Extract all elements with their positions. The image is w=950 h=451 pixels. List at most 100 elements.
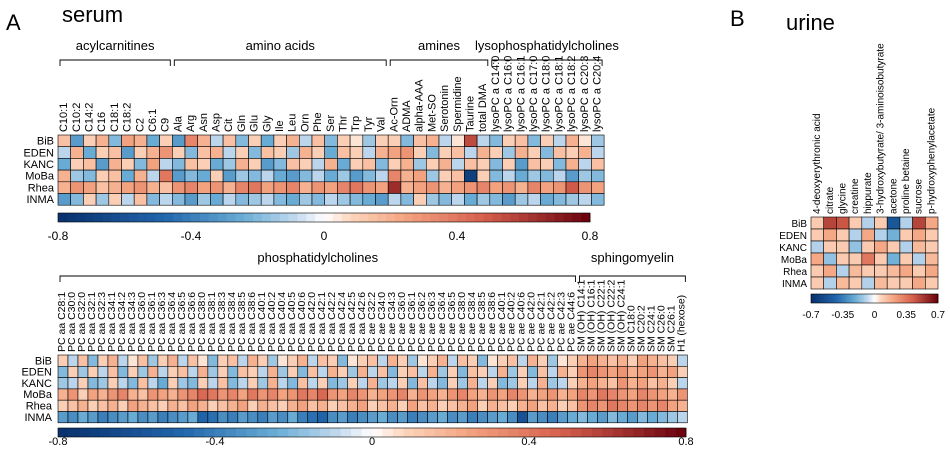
heatmap-cell [874, 252, 888, 266]
heatmap-cell [97, 399, 109, 412]
heatmap-cell [127, 399, 139, 412]
heatmap-cell [407, 365, 418, 378]
colorbar-segment [466, 428, 478, 437]
heatmap-cell [147, 354, 159, 367]
heatmap-cell [187, 354, 199, 367]
heatmap-cell [517, 365, 528, 378]
heatmap-cell [107, 411, 119, 424]
heatmap-cell [137, 354, 149, 367]
heatmap-cell [337, 146, 351, 159]
heatmap-cell [447, 354, 458, 367]
heatmap-cell [861, 240, 875, 254]
heatmap-cell [387, 411, 398, 424]
heatmap-cell [447, 399, 458, 412]
heatmap-cell [324, 181, 338, 194]
colorbar-segment [445, 428, 457, 437]
heatmap-cell [184, 169, 198, 183]
colorbar-segment [817, 294, 820, 303]
column-label: PC aa C36:5 [176, 292, 188, 352]
column-label: PC ae C34:3 [386, 292, 398, 352]
heatmap-cell [427, 399, 438, 412]
colorbar-frame [57, 427, 687, 438]
heatmap-cell [507, 388, 518, 401]
colorbar-segment [623, 428, 635, 437]
colorbar-segment [834, 294, 837, 303]
colorbar-segment [120, 213, 130, 222]
column-label: PC ae C36:0 [396, 292, 408, 352]
heatmap-cell [70, 181, 84, 194]
heatmap-cell [357, 411, 368, 424]
heatmap-cell [127, 354, 139, 367]
colorbar-segment [891, 294, 894, 303]
heatmap-cell [375, 146, 389, 159]
heatmap-cell [447, 388, 458, 401]
column-label: C16 [96, 112, 108, 132]
heatmap-cell [467, 399, 478, 412]
heatmap-cell [337, 388, 349, 401]
heatmap-cell [507, 399, 518, 412]
heatmap-cell [657, 388, 668, 401]
column-label: PC ae C42:2 [546, 292, 558, 352]
colorbar-segment [235, 213, 245, 222]
heatmap-cell [327, 377, 339, 390]
colorbar-segment [361, 428, 373, 437]
colorbar-segment [842, 294, 846, 303]
group-bracket-phosphatidylcholines [59, 275, 576, 282]
heatmap-cell [427, 377, 438, 390]
heatmap-cell [337, 411, 349, 424]
heatmap-cell [277, 388, 289, 401]
colorbar-segment [675, 428, 687, 437]
column-label: glycine [838, 182, 849, 214]
heatmap-cell [121, 193, 135, 206]
heatmap-cell [387, 388, 398, 401]
heatmap-cell [210, 193, 224, 206]
heatmap-cell [210, 146, 224, 159]
colorbar-segment [885, 294, 888, 303]
heatmap-cell [400, 158, 414, 171]
heatmap-cell [912, 240, 926, 254]
heatmap-cell [159, 158, 173, 171]
row-label-kanc: KANC [23, 159, 54, 171]
heatmap-cell [57, 411, 69, 424]
colorbar-segment [880, 294, 884, 303]
row-label-moba: MoBa [23, 389, 53, 401]
heatmap-cell [457, 399, 468, 412]
heatmap-cell [197, 399, 209, 412]
column-label: SM C18:0 [626, 305, 638, 352]
heatmap-cell [567, 354, 578, 367]
heatmap-cell [107, 377, 119, 390]
heatmap-cell [57, 193, 71, 206]
heatmap-cell [823, 240, 837, 254]
heatmap-cell [107, 388, 119, 401]
heatmap-cell [417, 354, 428, 367]
heatmap-cell [502, 181, 516, 194]
row-label-inma: INMA [27, 194, 55, 206]
colorbar-segment [931, 294, 935, 303]
heatmap-cell [517, 411, 528, 424]
heatmap-cell [886, 264, 901, 278]
colorbar-tick-label: 0.4 [521, 436, 536, 448]
row-label-rhea: Rhea [783, 267, 807, 278]
heatmap-cell [587, 399, 598, 412]
heatmap-cell [83, 169, 97, 183]
heatmap-cell [823, 264, 837, 278]
heatmap-cell [487, 411, 498, 424]
colorbar-tick-label: -0.4 [181, 229, 202, 243]
heatmap-cell [591, 146, 605, 159]
heatmap-cell [502, 146, 516, 159]
column-label: Asn [198, 113, 210, 132]
heatmap-cell [77, 377, 89, 390]
heatmap-cell [137, 365, 149, 378]
heatmap-cell [437, 388, 448, 401]
colorbar-frame [57, 212, 591, 223]
heatmap-cell [836, 216, 850, 230]
heatmap-cell [307, 388, 319, 401]
heatmap-cell [677, 377, 688, 390]
heatmap-cell [517, 377, 528, 390]
column-label: PC aa C36:4 [166, 292, 178, 352]
heatmap-cell [146, 169, 160, 183]
heatmap-cell [387, 146, 402, 159]
heatmap-cell [627, 377, 638, 390]
heatmap-cell [235, 158, 249, 171]
